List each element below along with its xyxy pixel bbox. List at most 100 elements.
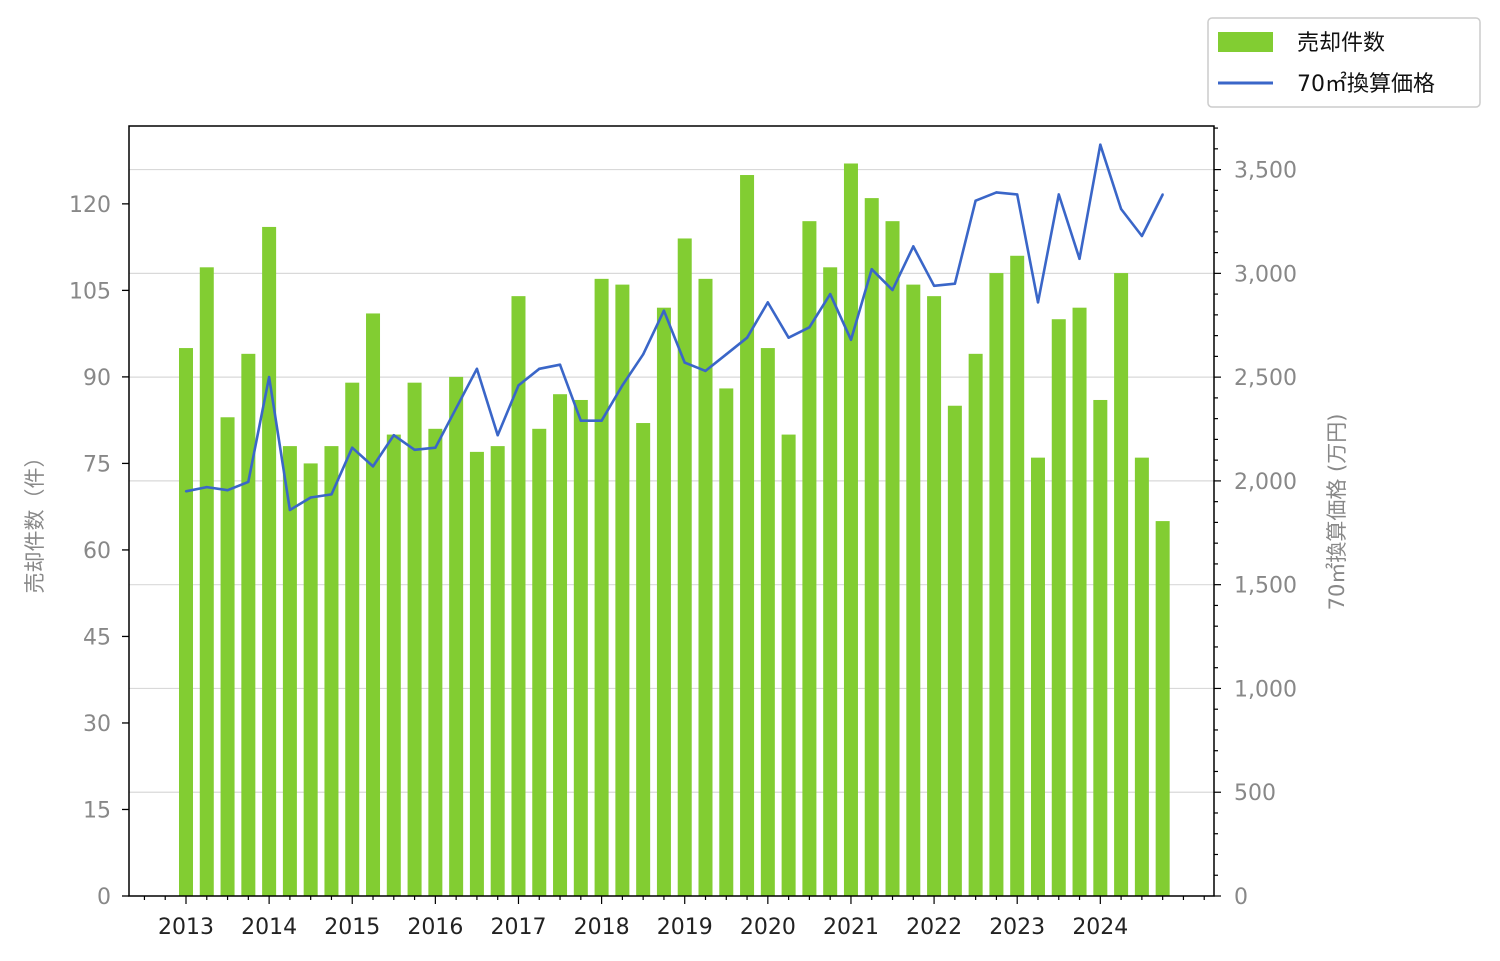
x-axis-ticks: 2013 2014 2015 2016 2017 2018 2019 2020 2021 2022… bbox=[143, 896, 1205, 940]
legend: 売却件数 70㎡換算価格 bbox=[1207, 17, 1481, 108]
bar-2019Q4 bbox=[740, 175, 755, 896]
price-point-2022Q2 bbox=[953, 282, 957, 285]
right-tick-label-2: 1,000 bbox=[1234, 677, 1297, 702]
line-series-price bbox=[184, 143, 1164, 512]
left-tick-label-5: 75 bbox=[83, 452, 111, 477]
right-tick-label-5: 2,500 bbox=[1234, 366, 1297, 391]
x-tick-label-2018: 2018 bbox=[574, 915, 630, 940]
legend-bar-swatch bbox=[1218, 32, 1273, 52]
bar-2021Q1 bbox=[843, 163, 858, 897]
bar-2014Q3 bbox=[303, 463, 318, 896]
price-point-2015Q2 bbox=[371, 465, 375, 468]
price-point-2013Q4 bbox=[247, 480, 250, 484]
x-tick-label-2021: 2021 bbox=[823, 915, 879, 940]
price-point-2018Q2 bbox=[621, 384, 624, 387]
bar-2013Q4 bbox=[241, 353, 256, 896]
price-point-2024Q3 bbox=[1140, 234, 1144, 238]
bar-2017Q1 bbox=[511, 296, 526, 897]
price-point-2021Q1 bbox=[849, 338, 853, 341]
x-tick-label-2016: 2016 bbox=[407, 915, 463, 940]
x-tick-label-2024: 2024 bbox=[1072, 915, 1128, 940]
bar-2024Q3 bbox=[1134, 457, 1149, 896]
bar-2015Q3 bbox=[386, 434, 401, 896]
price-point-2016Q2 bbox=[454, 407, 458, 410]
price-point-2013Q2 bbox=[205, 485, 208, 489]
price-point-2023Q4 bbox=[1078, 257, 1081, 261]
legend-bar-label: 売却件数 bbox=[1297, 31, 1385, 56]
price-point-2020Q2 bbox=[787, 336, 790, 339]
bar-2013Q3 bbox=[220, 417, 235, 896]
x-tick-label-2017: 2017 bbox=[490, 915, 546, 940]
right-tick-label-6: 3,000 bbox=[1234, 262, 1297, 287]
bar-2014Q1 bbox=[262, 226, 277, 896]
bar-2017Q4 bbox=[573, 399, 588, 896]
price-point-2023Q2 bbox=[1036, 301, 1040, 304]
price-point-2014Q4 bbox=[330, 493, 333, 496]
plot-border bbox=[128, 125, 1215, 897]
bar-2013Q1 bbox=[179, 348, 193, 896]
price-point-2022Q3 bbox=[974, 199, 977, 202]
price-line bbox=[185, 143, 1164, 512]
legend-line-label: 70㎡換算価格 bbox=[1297, 71, 1435, 97]
x-tick-label-2014: 2014 bbox=[241, 915, 297, 940]
bar-2014Q2 bbox=[282, 446, 297, 896]
price-point-2015Q1 bbox=[351, 446, 354, 449]
price-point-2019Q2 bbox=[704, 369, 707, 373]
price-point-2018Q4 bbox=[662, 309, 666, 312]
left-axis-title: 売却件数（件） bbox=[23, 447, 47, 594]
bar-2023Q1 bbox=[1010, 255, 1025, 897]
right-tick-label-7: 3,500 bbox=[1234, 159, 1297, 184]
bar-2023Q2 bbox=[1030, 457, 1045, 896]
price-point-2021Q3 bbox=[891, 288, 894, 292]
price-point-2019Q4 bbox=[745, 336, 749, 339]
price-point-2019Q1 bbox=[683, 361, 686, 364]
legend-frame bbox=[1207, 17, 1481, 108]
bar-2024Q4 bbox=[1155, 521, 1170, 896]
plot-frame bbox=[128, 125, 1215, 897]
bar-2021Q4 bbox=[906, 284, 921, 896]
bar-2024Q1 bbox=[1093, 399, 1108, 896]
price-point-2022Q1 bbox=[932, 284, 936, 288]
bar-2021Q2 bbox=[864, 198, 879, 896]
x-tick-label-2015: 2015 bbox=[324, 915, 380, 940]
left-tick-label-7: 105 bbox=[69, 279, 111, 304]
bar-2014Q4 bbox=[324, 446, 339, 896]
left-tick-label-0: 0 bbox=[97, 885, 111, 910]
left-tick-label-6: 90 bbox=[83, 366, 111, 391]
price-point-2017Q4 bbox=[579, 419, 583, 422]
price-point-2015Q3 bbox=[392, 434, 395, 437]
price-point-2014Q3 bbox=[309, 496, 312, 499]
bar-2022Q1 bbox=[927, 296, 942, 897]
left-tick-label-1: 15 bbox=[83, 798, 111, 823]
price-point-2018Q3 bbox=[641, 353, 645, 356]
price-point-2020Q4 bbox=[828, 292, 832, 296]
bar-2019Q1 bbox=[677, 238, 692, 896]
x-tick-label-2020: 2020 bbox=[740, 915, 796, 940]
bar-2019Q3 bbox=[719, 388, 734, 896]
right-tick-label-3: 1,500 bbox=[1234, 574, 1297, 599]
left-tick-label-2: 30 bbox=[83, 712, 111, 737]
price-point-2020Q1 bbox=[766, 301, 770, 304]
price-point-2020Q3 bbox=[808, 326, 811, 329]
bar-2015Q1 bbox=[345, 382, 360, 897]
price-point-2016Q1 bbox=[434, 446, 437, 449]
bar-2018Q3 bbox=[636, 423, 651, 896]
bar-2018Q1 bbox=[594, 278, 609, 896]
right-axis-title: 70㎡換算価格 (万円) bbox=[1325, 414, 1349, 611]
bar-2018Q4 bbox=[656, 307, 671, 896]
bar-2016Q2 bbox=[449, 376, 464, 896]
bar-2020Q1 bbox=[760, 348, 775, 896]
bar-2020Q4 bbox=[823, 267, 838, 896]
x-tick-label-2023: 2023 bbox=[989, 915, 1045, 940]
price-point-2023Q3 bbox=[1057, 193, 1060, 196]
bar-2023Q3 bbox=[1051, 319, 1066, 897]
price-point-2017Q2 bbox=[538, 367, 541, 371]
price-point-2016Q3 bbox=[475, 367, 479, 371]
x-tick-label-2019: 2019 bbox=[657, 915, 713, 940]
bar-2022Q3 bbox=[968, 353, 983, 896]
right-axis-ticks: 0 500 1,000 1,500 2,000 2,500 3,000 3,500 bbox=[1214, 127, 1297, 910]
bar-2013Q2 bbox=[199, 267, 214, 896]
price-point-2021Q4 bbox=[912, 245, 915, 248]
price-point-2024Q1 bbox=[1099, 143, 1102, 146]
right-tick-label-4: 2,000 bbox=[1234, 470, 1297, 495]
